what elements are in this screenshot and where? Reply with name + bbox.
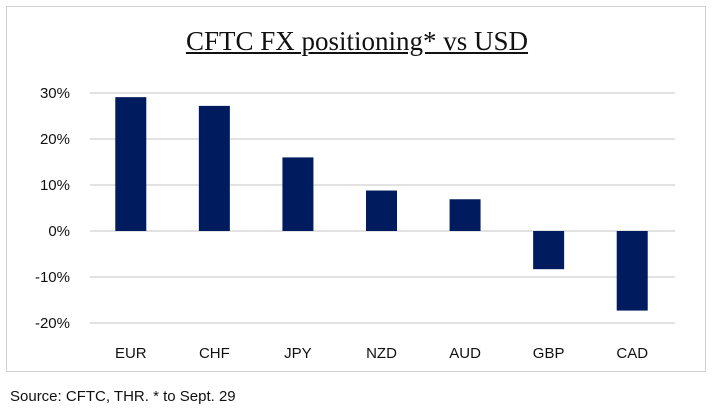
y-tick-label: 0% (48, 223, 70, 240)
x-tick-label: CAD (616, 345, 648, 362)
x-tick-label: GBP (533, 345, 565, 362)
x-tick-label: CHF (199, 345, 230, 362)
y-tick-label: 30% (40, 85, 70, 102)
bar-eur (115, 97, 147, 231)
x-tick-label: EUR (115, 345, 147, 362)
bar-nzd (366, 190, 397, 231)
chart-title: CFTC FX positioning* vs USD (185, 26, 529, 56)
bar-aud (449, 199, 481, 231)
y-tick-label: 10% (40, 177, 70, 194)
bar-chf (198, 105, 230, 231)
x-tick-label: NZD (366, 345, 397, 362)
y-tick-label: -20% (35, 315, 70, 332)
y-tick-label: 20% (40, 131, 70, 148)
bar-gbp (533, 231, 565, 270)
chart-frame (6, 6, 706, 372)
x-tick-label: AUD (449, 345, 481, 362)
bar-cad (616, 231, 648, 311)
y-tick-label: -10% (35, 269, 70, 286)
source-note: Source: CFTC, THR. * to Sept. 29 (10, 388, 236, 405)
bar-jpy (282, 157, 314, 231)
x-tick-label: JPY (284, 345, 312, 362)
